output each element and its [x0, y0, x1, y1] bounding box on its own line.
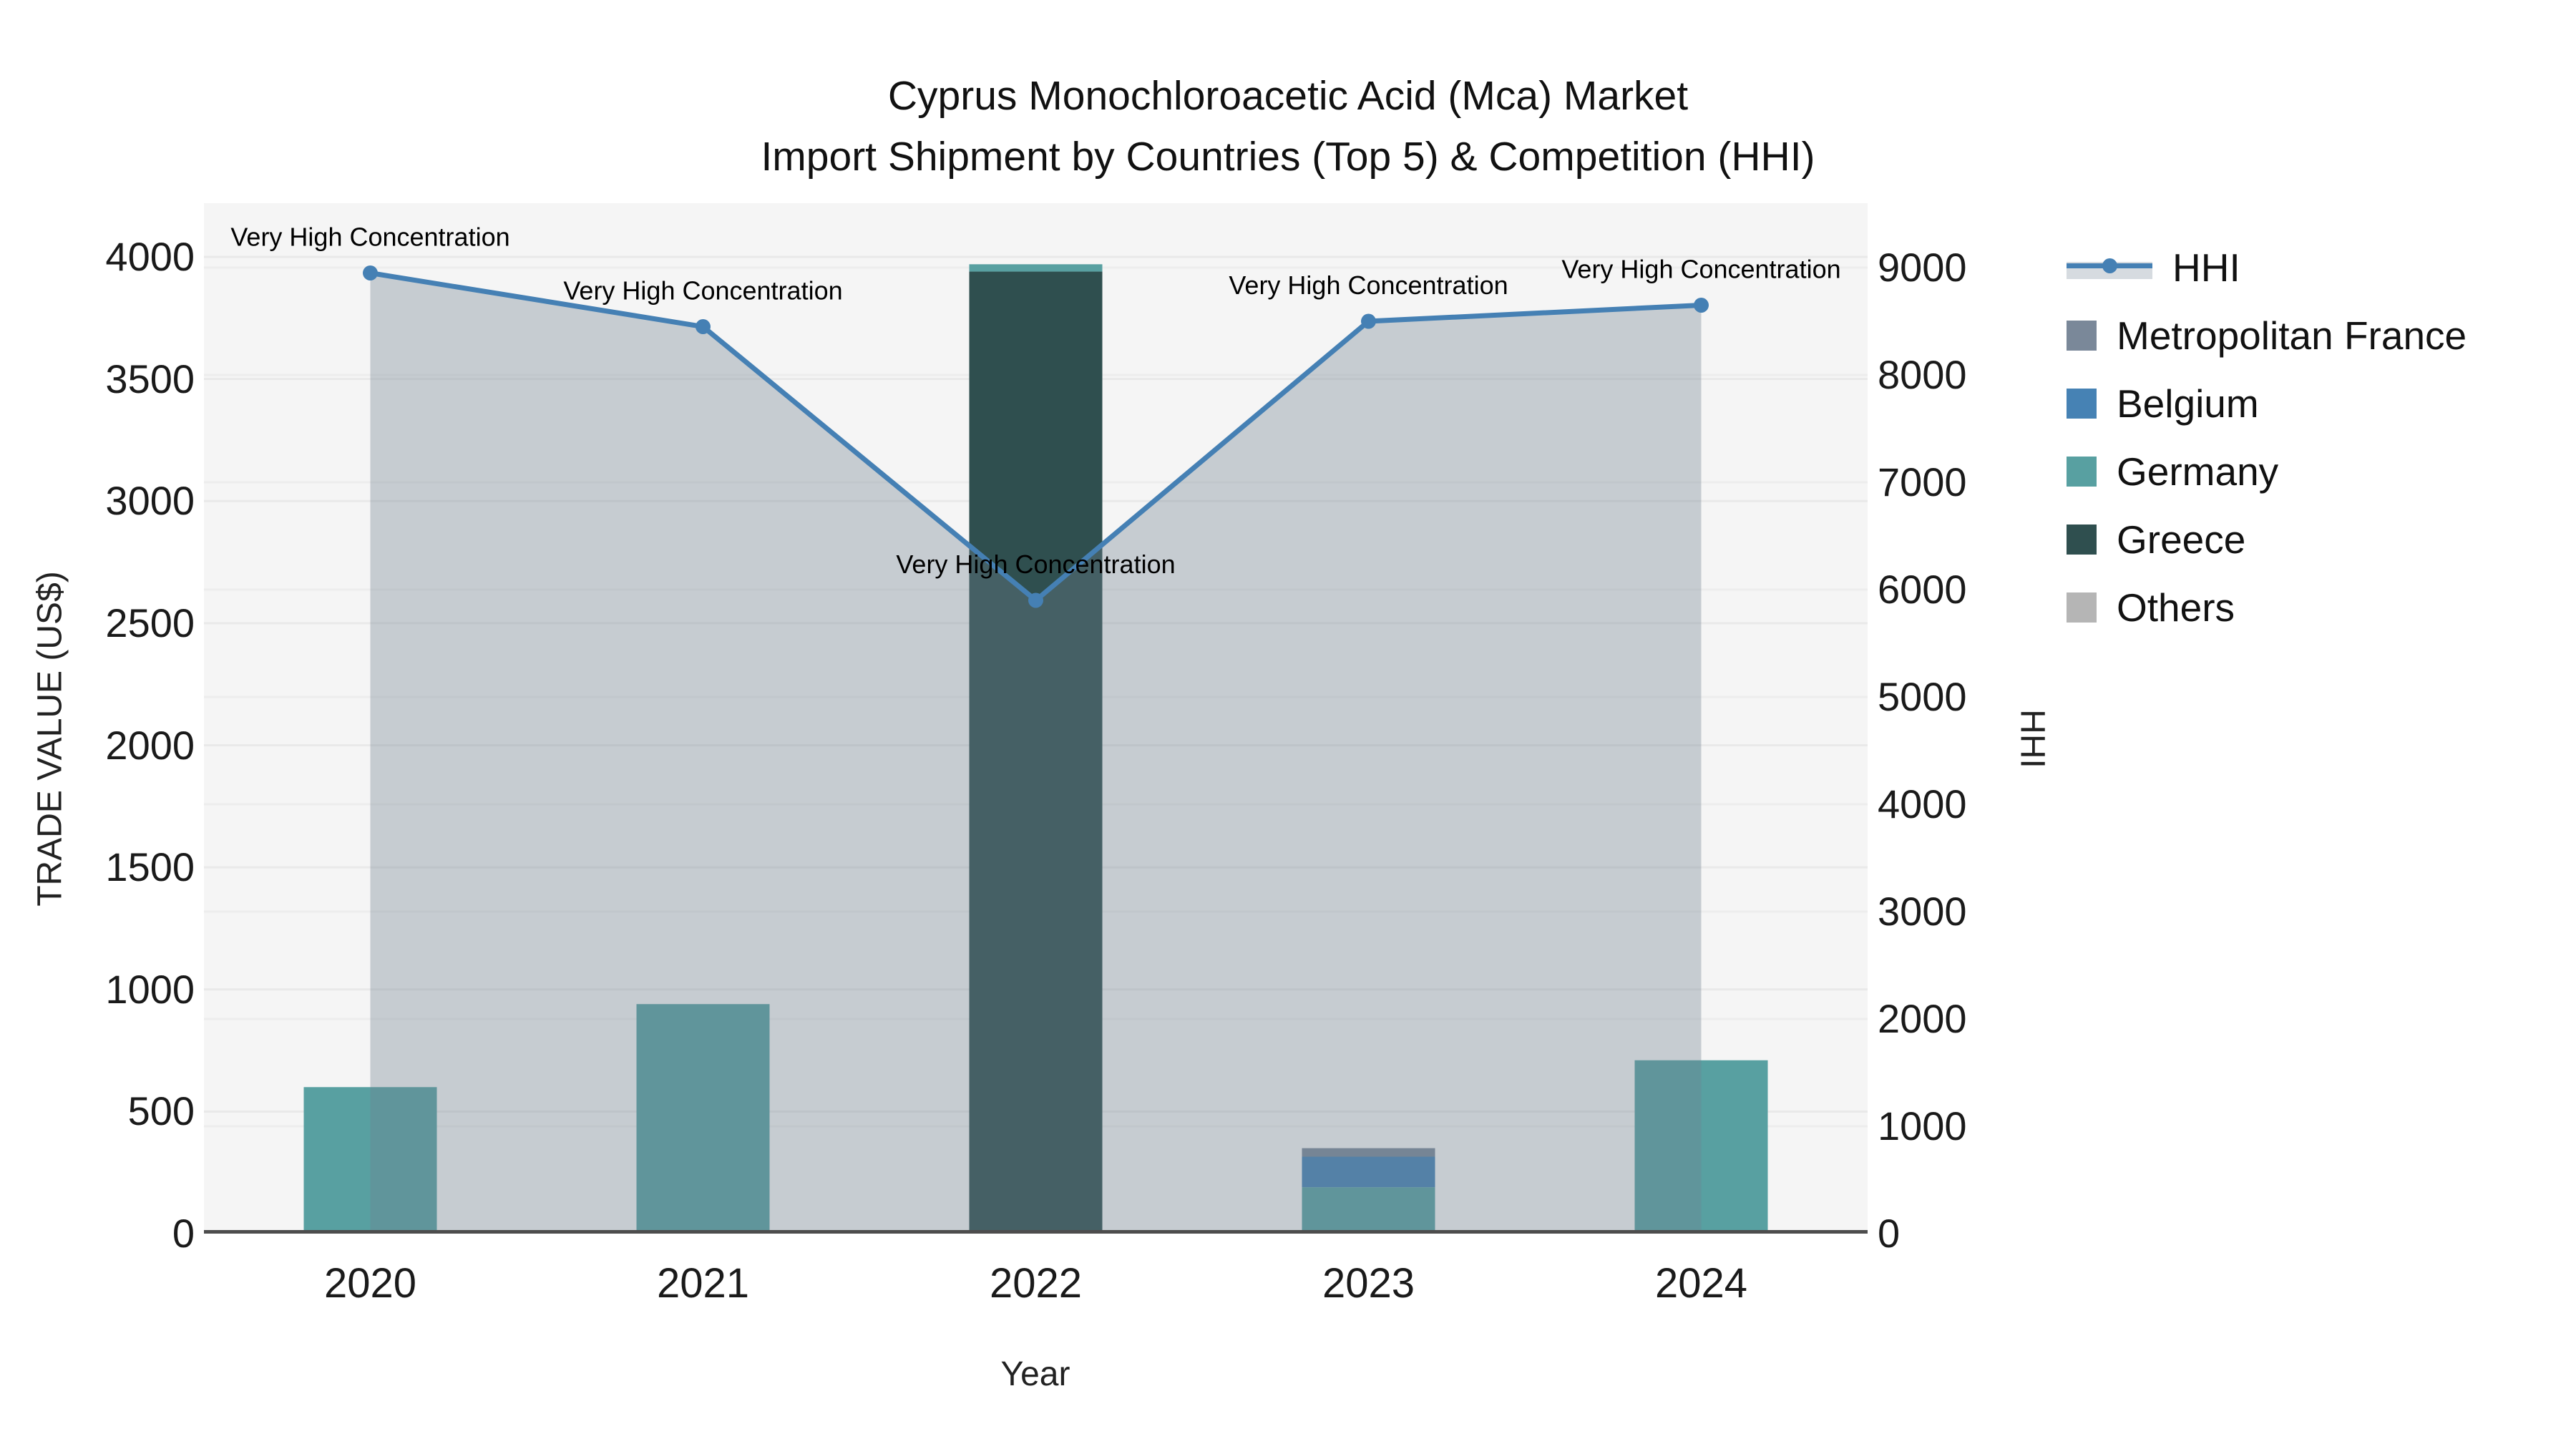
bar-segment-metropolitan-france-2023[interactable]	[1302, 1148, 1435, 1157]
bar-segment-germany-2024[interactable]	[1634, 1060, 1768, 1234]
legend-label: Belgium	[2117, 381, 2259, 426]
y-right-tick-1000: 1000	[1878, 1103, 1967, 1148]
y-right-tick-9000: 9000	[1878, 245, 1967, 290]
legend-swatch-icon	[2067, 320, 2097, 351]
x-tick-2023: 2023	[1322, 1260, 1415, 1307]
legend-item-others[interactable]: Others	[2067, 573, 2467, 641]
y-right-tick-0: 0	[1878, 1211, 1901, 1256]
x-tick-2022: 2022	[989, 1260, 1083, 1307]
plot-area: Very High Concentration Very High Concent…	[204, 203, 1868, 1234]
hhi-point-2020[interactable]	[363, 265, 378, 280]
annotation-2022: Very High Concentration	[896, 550, 1175, 579]
legend-item-hhi[interactable]: HHI	[2067, 233, 2467, 301]
annotation-2021: Very High Concentration	[563, 276, 842, 306]
y-left-tick-3500: 3500	[105, 356, 195, 401]
chart-title-line2: Import Shipment by Countries (Top 5) & C…	[761, 134, 1815, 180]
y-right-tick-4000: 4000	[1878, 781, 1967, 826]
chart-title: Cyprus Monochloroacetic Acid (Mca) Marke…	[0, 66, 2576, 187]
bar-segment-germany-2020[interactable]	[303, 1087, 437, 1234]
bar-segment-germany-2021[interactable]	[636, 1004, 770, 1234]
legend-label: Germany	[2117, 449, 2279, 494]
bar-segment-germany-2022[interactable]	[969, 264, 1103, 272]
legend-swatch-icon	[2067, 592, 2097, 623]
y-right-tick-7000: 7000	[1878, 459, 1967, 504]
y-left-tick-0: 0	[172, 1211, 195, 1256]
y-right-tick-8000: 8000	[1878, 352, 1967, 397]
legend-item-belgium[interactable]: Belgium	[2067, 369, 2467, 437]
y-axis-right-title: HHI	[2013, 709, 2051, 769]
hhi-point-2022[interactable]	[1028, 592, 1043, 608]
y-left-tick-500: 500	[127, 1088, 195, 1134]
legend-item-germany[interactable]: Germany	[2067, 437, 2467, 505]
x-axis-title: Year	[1000, 1355, 1070, 1393]
legend-hhi-dot-icon	[2102, 258, 2117, 273]
legend-hhi-line-sample-icon	[2067, 252, 2152, 283]
y-right-tick-2000: 2000	[1878, 996, 1967, 1041]
hhi-point-2024[interactable]	[1694, 298, 1709, 313]
annotation-2023: Very High Concentration	[1229, 270, 1508, 300]
legend-item-metropolitan-france[interactable]: Metropolitan France	[2067, 301, 2467, 369]
legend-swatch-icon	[2067, 388, 2097, 419]
annotation-2024: Very High Concentration	[1561, 255, 1840, 284]
chart-title-line1: Cyprus Monochloroacetic Acid (Mca) Marke…	[887, 73, 1689, 119]
legend-label: Greece	[2117, 517, 2246, 562]
legend: HHI Metropolitan France Belgium Germany Gree…	[2067, 233, 2467, 641]
x-tick-2020: 2020	[323, 1260, 417, 1307]
legend-label: HHI	[2172, 245, 2240, 290]
hhi-point-2023[interactable]	[1361, 313, 1376, 329]
y-left-tick-4000: 4000	[105, 234, 195, 280]
bar-segment-germany-2023[interactable]	[1302, 1187, 1435, 1234]
y-left-tick-2000: 2000	[105, 722, 195, 768]
y-left-tick-1000: 1000	[105, 966, 195, 1012]
legend-label: Others	[2117, 585, 2235, 630]
legend-swatch-icon	[2067, 456, 2097, 487]
annotation-2020: Very High Concentration	[230, 223, 509, 252]
bar-segment-greece-2022[interactable]	[969, 271, 1103, 1234]
x-tick-2024: 2024	[1654, 1260, 1748, 1307]
hhi-point-2021[interactable]	[696, 319, 711, 334]
y-left-tick-1500: 1500	[105, 844, 195, 890]
legend-label: Metropolitan France	[2117, 313, 2467, 358]
y-left-tick-3000: 3000	[105, 478, 195, 524]
y-right-tick-6000: 6000	[1878, 567, 1967, 612]
legend-swatch-icon	[2067, 524, 2097, 555]
y-right-tick-3000: 3000	[1878, 889, 1967, 934]
y-left-tick-2500: 2500	[105, 600, 195, 645]
x-tick-2021: 2021	[656, 1260, 750, 1307]
bar-segment-belgium-2023[interactable]	[1302, 1156, 1435, 1188]
legend-item-greece[interactable]: Greece	[2067, 505, 2467, 573]
hhi-area-fill	[370, 273, 1702, 1234]
y-right-tick-5000: 5000	[1878, 674, 1967, 719]
